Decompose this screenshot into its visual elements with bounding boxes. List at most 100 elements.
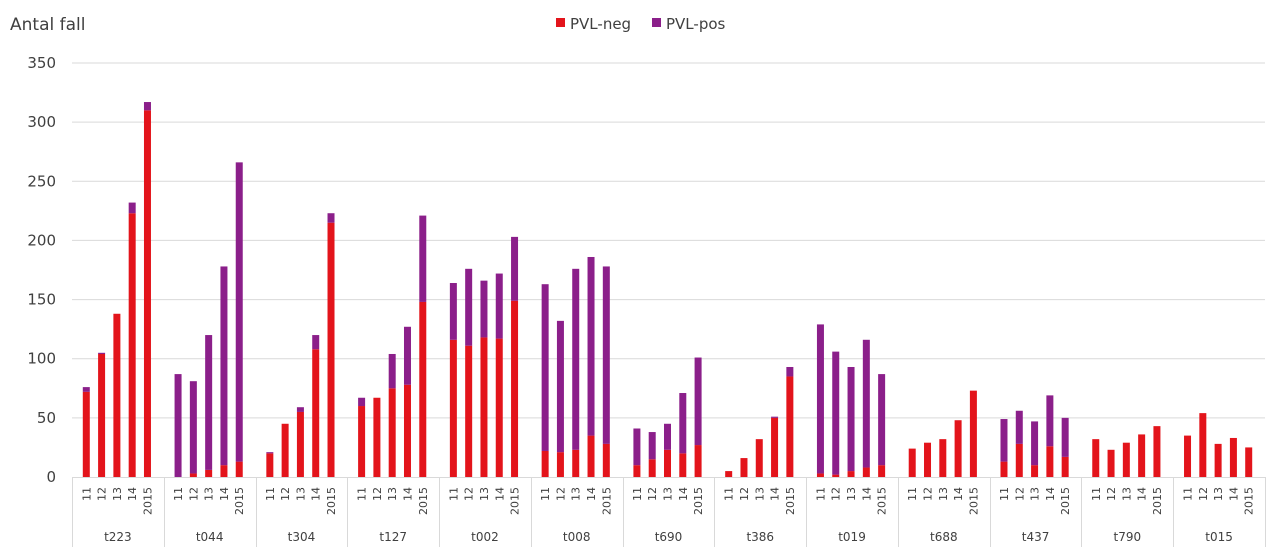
bar-pvl-pos-t008-14 [587, 256, 595, 436]
bar-pvl-pos-t002-12 [465, 268, 473, 346]
bar-pvl-neg-t437-11 [1000, 461, 1008, 477]
bar-pvl-pos-t437-14 [1046, 395, 1054, 447]
bar-pvl-neg-t790-13 [1122, 442, 1130, 477]
bar-pvl-neg-t127-2015 [419, 301, 427, 477]
bar-pvl-neg-t690-13 [664, 449, 671, 477]
bar-pvl-pos-t304-14 [312, 335, 320, 350]
legend: PVL-neg PVL-pos [556, 15, 726, 33]
bar-pvl-pos-t044-13 [205, 335, 213, 470]
bar-pvl-neg-t044-14 [220, 465, 228, 477]
x-tick-label: 12 [554, 487, 567, 501]
bar-pvl-neg-t044-2015 [235, 461, 243, 477]
bar-pvl-neg-t015-13 [1214, 443, 1222, 477]
bar-pvl-neg-t790-12 [1107, 449, 1115, 477]
x-tick-label: 13 [937, 487, 950, 501]
x-tick-label: 14 [493, 487, 506, 501]
bar-pvl-pos-t690-11 [633, 428, 641, 466]
bar-pvl-neg-t690-2015 [694, 445, 702, 477]
legend-label-pvl-neg: PVL-neg [570, 15, 631, 33]
bar-pvl-pos-t223-2015 [143, 102, 151, 111]
bar-pvl-pos-t437-11 [1000, 419, 1008, 462]
x-tick-label: 11 [447, 487, 460, 501]
group-label: t015 [1205, 530, 1233, 544]
bar-pvl-pos-t223-11 [82, 387, 90, 392]
x-tick-label: 14 [1044, 487, 1057, 501]
bar-pvl-pos-t127-14 [403, 326, 411, 385]
bar-pvl-neg-t688-13 [939, 439, 947, 477]
group-label: t019 [838, 530, 866, 544]
bar-pvl-neg-t019-12 [832, 474, 840, 477]
x-tick-label: 2015 [967, 487, 980, 515]
bar-pvl-neg-t386-14 [771, 417, 779, 477]
bar-pvl-pos-t437-13 [1031, 421, 1039, 466]
legend-swatch-pvl-neg [556, 18, 565, 27]
x-tick-label: 14 [860, 487, 873, 501]
bar-pvl-neg-t690-14 [679, 453, 687, 477]
bar-pvl-pos-t019-14 [862, 339, 870, 468]
x-tick-label: 14 [1227, 487, 1240, 501]
bar-pvl-neg-t008-2015 [602, 443, 610, 477]
bar-pvl-neg-t044-13 [205, 469, 213, 477]
bar-pvl-neg-t044-12 [189, 473, 197, 477]
x-tick-label: 12 [1013, 487, 1026, 501]
x-tick-label: 12 [1197, 487, 1210, 501]
x-tick-label: 11 [172, 487, 185, 501]
x-tick-label: 2015 [600, 487, 613, 515]
group-label: t790 [1114, 530, 1142, 544]
y-tick-label: 300 [27, 113, 56, 131]
bar-pvl-neg-t386-13 [755, 439, 763, 477]
bar-pvl-neg-t437-2015 [1061, 456, 1069, 477]
x-tick-label: 2015 [509, 487, 522, 515]
bar-pvl-neg-t019-2015 [878, 465, 886, 477]
bar-pvl-neg-t223-13 [113, 313, 121, 477]
bar-pvl-neg-t386-12 [740, 458, 748, 477]
y-axis-title: Antal fall [10, 15, 85, 35]
bar-pvl-pos-t304-13 [296, 407, 304, 412]
bar-pvl-pos-t127-11 [358, 397, 366, 407]
bar-pvl-neg-t127-12 [373, 397, 381, 477]
x-tick-label: 13 [662, 487, 675, 501]
x-tick-label: 13 [386, 487, 399, 501]
x-tick-label: 12 [646, 487, 659, 501]
bar-pvl-neg-t019-11 [816, 473, 824, 477]
x-tick-label: 11 [906, 487, 919, 501]
group-label: t008 [563, 530, 591, 544]
bar-pvl-pos-t008-12 [556, 320, 564, 453]
bar-pvl-pos-t002-11 [449, 283, 457, 340]
x-tick-label: 11 [1182, 487, 1195, 501]
bar-pvl-pos-t304-2015 [327, 213, 335, 223]
bar-pvl-pos-t019-13 [847, 366, 855, 472]
group-label: t304 [288, 530, 316, 544]
bar-pvl-neg-t690-11 [633, 465, 641, 477]
bar-pvl-neg-t437-12 [1015, 443, 1023, 477]
bar-pvl-pos-t437-12 [1015, 410, 1023, 444]
bar-pvl-neg-t223-11 [82, 391, 90, 477]
bar-pvl-neg-t304-12 [281, 423, 289, 477]
bar-pvl-neg-t008-14 [587, 435, 595, 477]
x-tick-label: 2015 [417, 487, 430, 515]
x-tick-label: 12 [463, 487, 476, 501]
x-tick-label: 14 [677, 487, 690, 501]
x-tick-label: 13 [111, 487, 124, 501]
x-tick-label: 11 [539, 487, 552, 501]
x-tick-label: 11 [631, 487, 644, 501]
bar-pvl-pos-t008-13 [572, 268, 580, 450]
bar-pvl-pos-t002-2015 [511, 236, 519, 301]
x-tick-label: 13 [1120, 487, 1133, 501]
y-tick-label: 50 [37, 409, 56, 427]
bar-pvl-neg-t015-2015 [1245, 447, 1253, 477]
bar-pvl-pos-t690-13 [664, 423, 671, 450]
bar-pvl-neg-t127-13 [388, 388, 396, 477]
bar-pvl-neg-t790-2015 [1153, 426, 1161, 477]
bar-pvl-neg-t688-2015 [969, 390, 977, 477]
bar-pvl-neg-t690-12 [648, 459, 656, 477]
x-tick-label: 13 [570, 487, 583, 501]
bar-pvl-neg-t304-2015 [327, 222, 335, 477]
bar-pvl-neg-t437-13 [1031, 465, 1039, 477]
x-tick-label: 13 [294, 487, 307, 501]
group-label: t690 [655, 530, 683, 544]
group-label: t688 [930, 530, 958, 544]
x-tick-label: 14 [952, 487, 965, 501]
y-tick-label: 0 [46, 468, 56, 486]
